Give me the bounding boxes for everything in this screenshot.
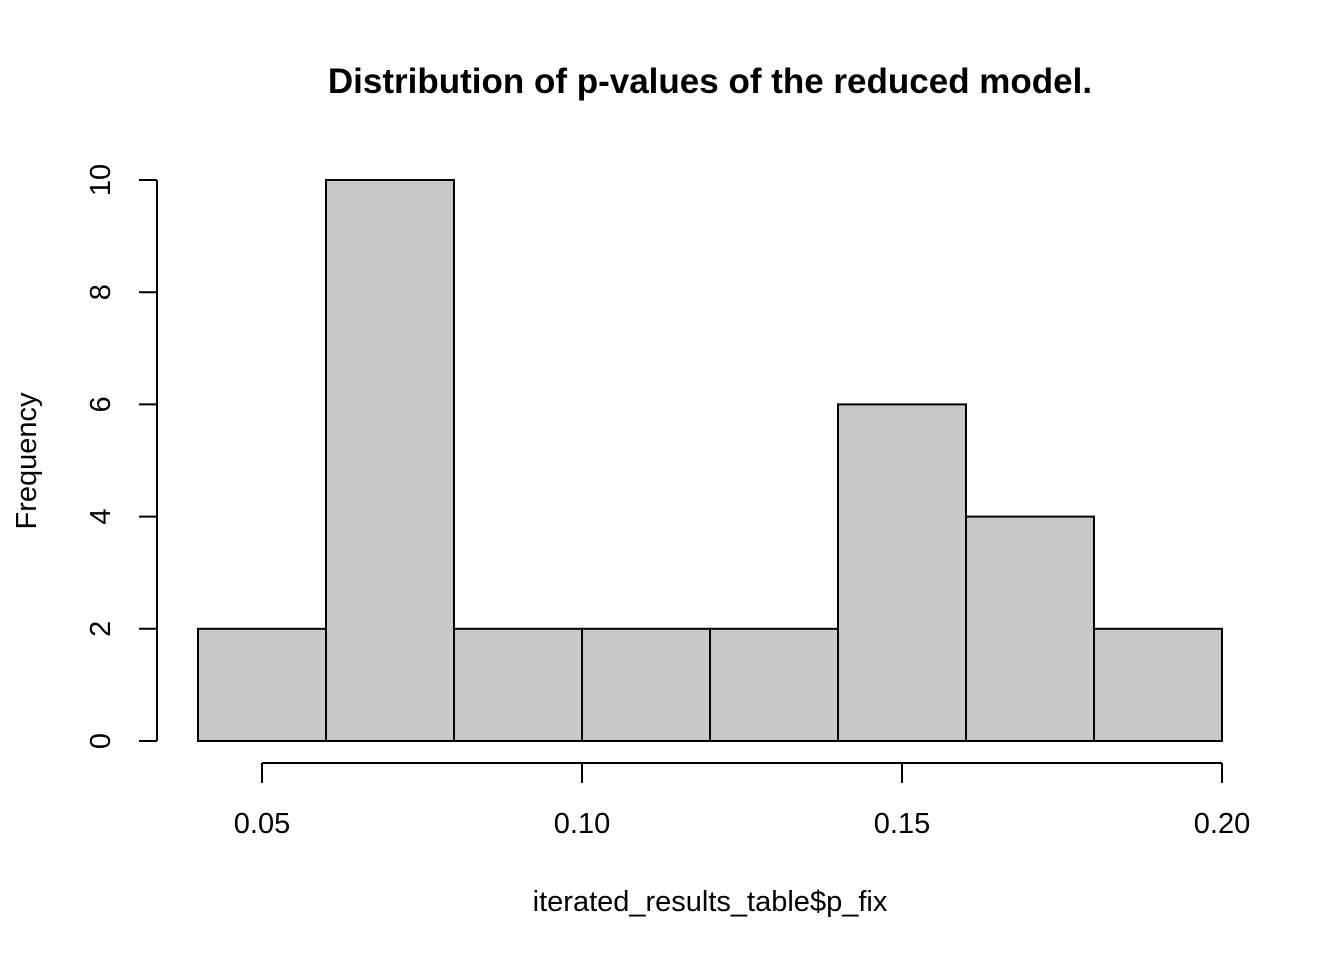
chart-title: Distribution of p-values of the reduced …: [328, 62, 1092, 101]
x-tick-label-0: 0.05: [234, 808, 290, 840]
histogram-bar-7: [1093, 627, 1223, 742]
y-tick-label-1: 2: [85, 621, 117, 637]
y-tick-label-4: 8: [85, 284, 117, 300]
x-tick-label-3: 0.20: [1194, 808, 1250, 840]
histogram-bar-0: [197, 627, 327, 742]
bars-group: [197, 179, 1223, 742]
y-tick-label-3: 6: [85, 396, 117, 412]
histogram-bar-5: [837, 403, 967, 742]
y-tick-label-0: 0: [85, 733, 117, 749]
histogram-bar-2: [453, 627, 583, 742]
y-tick-label-2: 4: [85, 509, 117, 525]
x-tick-label-1: 0.10: [554, 808, 610, 840]
x-tick-label-2: 0.15: [874, 808, 930, 840]
histogram-bar-3: [581, 627, 711, 742]
x-axis: 0.05 0.10 0.15 0.20: [234, 762, 1250, 840]
y-axis: 0 2 4 6 8 10: [85, 164, 158, 749]
y-axis-label: Frequency: [11, 392, 43, 530]
histogram-bar-4: [709, 627, 839, 742]
x-axis-label: iterated_results_table$p_fix: [533, 886, 888, 918]
histogram-bar-6: [965, 515, 1095, 742]
histogram-bar-1: [325, 179, 455, 742]
y-tick-label-5: 10: [85, 164, 117, 196]
